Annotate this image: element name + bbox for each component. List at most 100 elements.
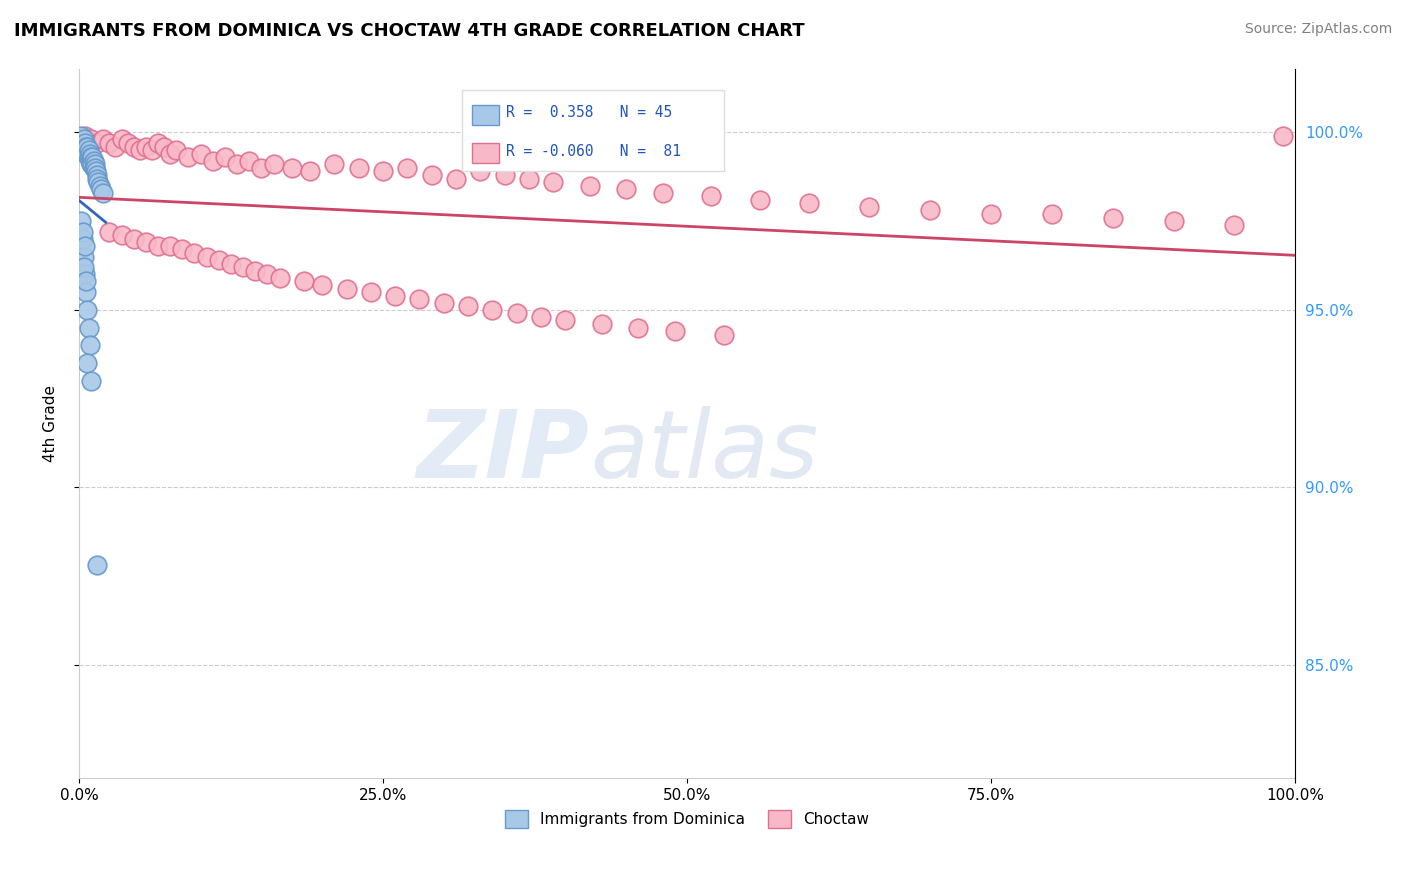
Text: R = -0.060   N =  81: R = -0.060 N = 81 (506, 144, 681, 159)
Point (122, 232, 145, 246)
Point (122, 139, 145, 153)
Point (1223, 218, 1246, 232)
Point (80, 132, 103, 146)
Point (578, 178, 600, 193)
Point (70, 214, 93, 228)
Point (77, 143, 100, 157)
Point (146, 239, 169, 253)
Point (84, 164, 107, 178)
Point (135, 235, 157, 250)
Point (281, 161, 304, 175)
Point (87, 175, 110, 189)
Point (749, 193, 772, 207)
Point (627, 320, 650, 334)
Point (920, 203, 942, 218)
Point (408, 292, 430, 306)
Point (481, 302, 503, 317)
Point (543, 175, 565, 189)
Point (72, 232, 94, 246)
Point (250, 161, 273, 175)
Point (494, 168, 516, 182)
Point (1272, 128, 1295, 143)
Point (98, 225, 121, 239)
Point (73, 143, 96, 157)
Point (292, 275, 315, 289)
Point (700, 189, 723, 203)
Legend: Immigrants from Dominica, Choctaw: Immigrants from Dominica, Choctaw (499, 804, 876, 834)
Point (384, 288, 406, 302)
Point (214, 150, 236, 164)
Point (86, 136, 108, 150)
Point (76, 356, 98, 370)
Bar (472, 143, 499, 163)
Point (299, 164, 322, 178)
Text: R =  0.358   N = 45: R = 0.358 N = 45 (506, 105, 672, 120)
Point (323, 157, 346, 171)
Point (664, 324, 686, 338)
Point (190, 146, 212, 161)
Point (69, 132, 91, 146)
Point (141, 143, 163, 157)
Point (146, 136, 169, 150)
Point (506, 306, 529, 320)
Point (311, 277, 333, 292)
Point (117, 136, 139, 150)
Point (83, 161, 105, 175)
Point (80, 374, 103, 388)
Point (83, 157, 105, 171)
Point (172, 243, 194, 257)
Point (110, 228, 132, 243)
Point (76, 139, 98, 153)
Point (713, 327, 735, 342)
Point (75, 285, 97, 299)
Point (614, 182, 637, 196)
Point (238, 153, 260, 168)
Text: atlas: atlas (589, 406, 818, 497)
Bar (463, 90, 724, 171)
Point (165, 143, 187, 157)
Point (396, 161, 419, 175)
Point (360, 285, 382, 299)
Point (159, 146, 181, 161)
Bar (472, 104, 499, 125)
Point (651, 186, 673, 200)
Point (73, 268, 96, 282)
Point (82, 150, 104, 164)
Point (1101, 211, 1123, 225)
Point (226, 157, 249, 171)
Point (195, 250, 218, 264)
Point (433, 295, 456, 310)
Point (591, 317, 613, 331)
Point (98, 136, 121, 150)
Point (75, 146, 97, 161)
Point (73, 250, 96, 264)
Point (444, 171, 467, 186)
Point (219, 257, 242, 271)
Point (104, 139, 127, 153)
Point (797, 196, 820, 211)
Point (457, 299, 479, 313)
Point (80, 157, 103, 171)
Point (245, 264, 267, 278)
Point (335, 281, 357, 295)
Point (73, 260, 96, 275)
Point (208, 253, 231, 268)
Point (201, 153, 224, 168)
Point (77, 320, 100, 334)
Point (1163, 214, 1185, 228)
Point (75, 139, 97, 153)
Point (77, 150, 100, 164)
Point (79, 153, 101, 168)
Point (89, 178, 111, 193)
Point (72, 136, 94, 150)
Point (75, 275, 97, 289)
Point (554, 313, 576, 327)
Point (91, 132, 114, 146)
Point (232, 260, 254, 275)
Point (86, 168, 108, 182)
Point (76, 146, 98, 161)
Point (79, 338, 101, 352)
Point (86, 558, 108, 573)
Point (70, 128, 93, 143)
Point (86, 171, 108, 186)
